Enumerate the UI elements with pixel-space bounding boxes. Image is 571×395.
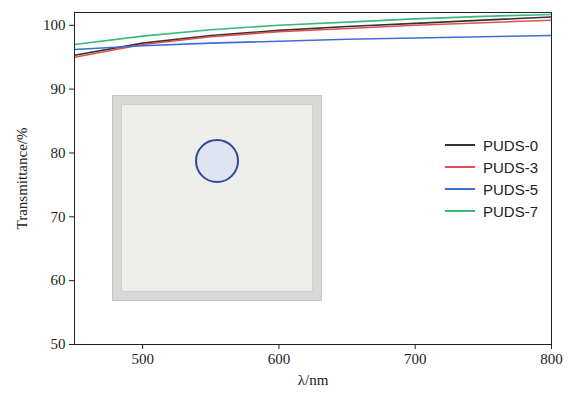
- svg-text:70: 70: [51, 209, 66, 225]
- html-text:PUDS-5: PUDS-5: [483, 180, 538, 198]
- html-text:PUDS-7: PUDS-7: [483, 202, 538, 220]
- svg-text:500: 500: [131, 351, 154, 367]
- html-text:PUDS-0: PUDS-0: [483, 136, 538, 154]
- svg-text:700: 700: [404, 351, 427, 367]
- svg-text:80: 80: [51, 145, 66, 161]
- svg-text:600: 600: [268, 351, 291, 367]
- html-text:PUDS-3: PUDS-3: [483, 158, 538, 176]
- svg-text:λ/nm: λ/nm: [298, 372, 329, 388]
- svg-text:100: 100: [43, 17, 66, 33]
- svg-text:50: 50: [51, 336, 66, 352]
- svg-text:800: 800: [540, 351, 563, 367]
- svg-text:Transmittance/%: Transmittance/%: [14, 128, 30, 230]
- svg-text:60: 60: [51, 272, 66, 288]
- svg-text:90: 90: [51, 81, 66, 97]
